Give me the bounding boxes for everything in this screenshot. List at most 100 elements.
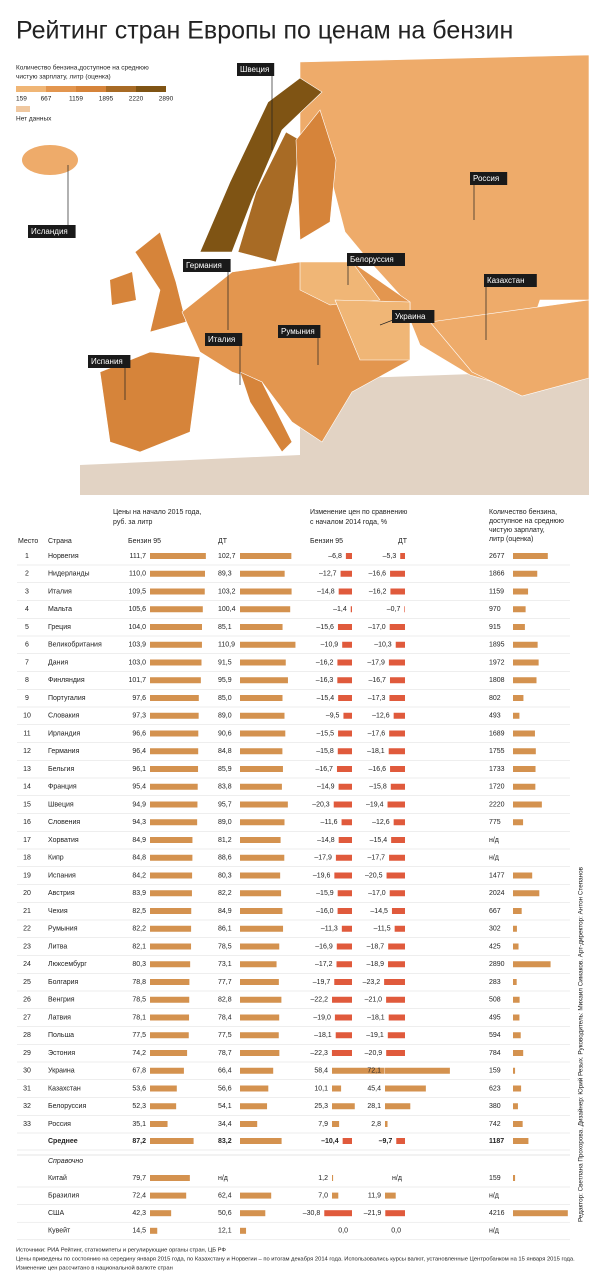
price-bar	[240, 588, 292, 595]
text: 5	[25, 624, 29, 631]
text: Эстония	[48, 1050, 75, 1057]
change-bar	[333, 801, 352, 808]
change-bar	[335, 854, 352, 861]
price-bar	[150, 748, 199, 755]
text: –15,4	[317, 695, 335, 702]
change-bar	[388, 748, 405, 755]
text: 42,3	[132, 1210, 146, 1217]
qty-bar	[513, 1210, 568, 1217]
text: 29	[23, 1050, 31, 1057]
text: 28,1	[367, 1103, 381, 1110]
price-bar	[150, 979, 190, 985]
price-bar	[240, 1210, 266, 1217]
text: Бразилия	[48, 1192, 79, 1199]
text: –0,7	[387, 606, 401, 613]
text: –18,1	[367, 1014, 385, 1021]
price-bar	[240, 1067, 274, 1074]
text: Нет данных	[16, 116, 52, 123]
text: –18,7	[367, 943, 385, 950]
text: 110,9	[218, 642, 235, 649]
price-bar	[150, 943, 192, 950]
text: 111,7	[130, 553, 147, 560]
qty-bar	[513, 624, 525, 630]
price-bar	[150, 1138, 194, 1144]
text: –15,8	[316, 748, 334, 755]
text: 2220	[129, 96, 144, 103]
text: Китай	[48, 1174, 67, 1182]
text: с началом 2014 года, %	[310, 519, 387, 526]
change-bar	[388, 659, 405, 666]
text: 77,5	[218, 1032, 232, 1039]
legend-swatch	[46, 86, 76, 92]
qty-bar	[513, 1175, 516, 1181]
price-bar	[150, 659, 202, 666]
text: н/д	[218, 1175, 228, 1182]
change-bar	[388, 1014, 405, 1021]
text: Кувейт	[48, 1227, 71, 1235]
text: 103,9	[128, 642, 146, 649]
text: 97,6	[132, 695, 146, 702]
price-bar	[240, 1014, 280, 1021]
text: Исландия	[31, 227, 68, 236]
change-bar	[391, 908, 405, 914]
price-bar	[240, 872, 281, 879]
price-bar	[240, 1032, 279, 1039]
text: 14	[23, 784, 31, 791]
text: 9	[25, 695, 29, 702]
qty-bar	[513, 961, 551, 968]
text: чистую зарплату,	[489, 527, 545, 534]
text: –17,9	[314, 855, 332, 862]
text: 94,9	[132, 801, 146, 808]
change-bar	[332, 1103, 355, 1110]
text: 32	[23, 1103, 31, 1110]
text: 283	[489, 979, 501, 986]
text: 89,0	[218, 713, 232, 720]
text: 87,2	[132, 1138, 146, 1145]
change-bar	[390, 783, 405, 790]
price-bar	[150, 712, 199, 719]
text: 1477	[489, 872, 505, 879]
text: 21	[23, 908, 31, 915]
text: 95,7	[218, 801, 232, 808]
price-bar	[240, 908, 283, 914]
price-bar	[150, 730, 199, 737]
qty-bar	[513, 908, 522, 914]
price-bar	[150, 854, 193, 861]
text: 18	[23, 855, 31, 862]
text: руб. за литр	[113, 518, 153, 526]
text: 11	[23, 730, 30, 737]
text: 84,2	[132, 872, 146, 879]
price-bar	[240, 712, 285, 719]
qty-bar	[513, 588, 529, 595]
qty-bar	[513, 641, 538, 648]
text: Финляндия	[48, 677, 85, 684]
change-bar	[338, 783, 352, 790]
change-bar	[338, 588, 352, 595]
change-bar	[334, 1014, 352, 1021]
text: 84,8	[132, 855, 146, 862]
text: Норвегия	[48, 553, 79, 560]
text: Венгрия	[48, 997, 75, 1004]
price-bar	[150, 624, 202, 630]
text: 54,1	[218, 1103, 232, 1110]
legend-swatch	[106, 86, 136, 92]
change-bar	[332, 1175, 334, 1181]
text: 23	[23, 943, 31, 950]
qty-bar	[513, 677, 537, 684]
text: 159	[16, 96, 27, 103]
price-bar	[240, 854, 285, 861]
text: 159	[489, 1175, 501, 1182]
qty-bar	[513, 730, 535, 737]
text: ДТ	[398, 538, 408, 545]
text: 1755	[489, 748, 505, 755]
text: Ирландия	[48, 730, 81, 737]
price-bar	[150, 1085, 177, 1092]
text: 80,3	[218, 872, 232, 879]
change-bar	[389, 890, 405, 897]
change-bar	[336, 766, 352, 772]
label-box	[237, 63, 275, 76]
text: 10,1	[314, 1085, 328, 1092]
price-bar	[240, 1050, 280, 1056]
text: н/д	[489, 855, 499, 862]
text: –16,0	[316, 908, 334, 915]
